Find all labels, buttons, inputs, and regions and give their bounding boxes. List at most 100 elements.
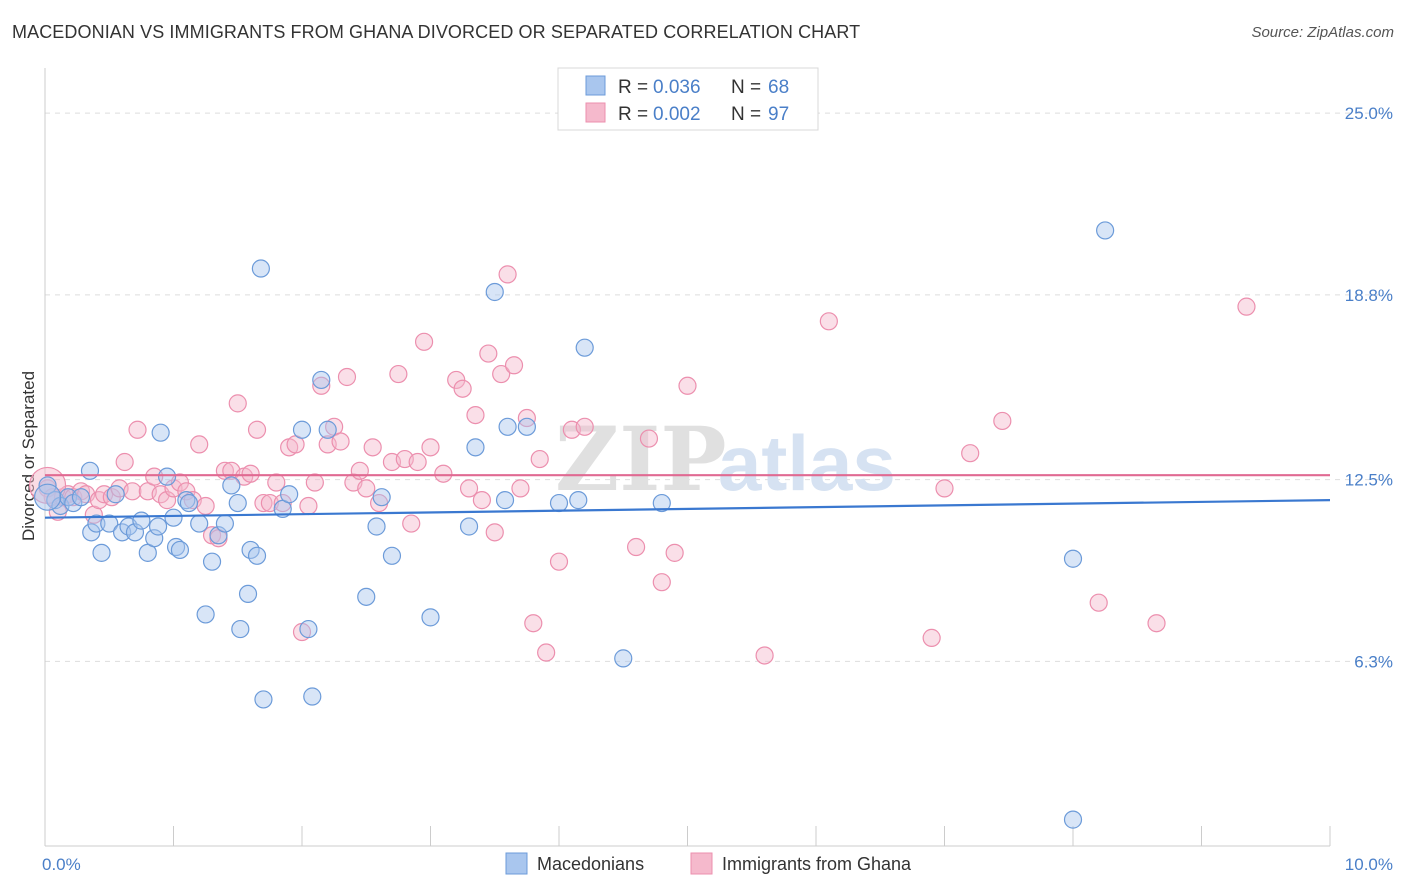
macedonians-point-44 <box>312 370 331 390</box>
ghana-point-64 <box>466 405 485 425</box>
macedonians-point-46 <box>357 587 376 606</box>
ghana-point-58 <box>414 332 434 351</box>
macedonians-point-36 <box>247 546 267 565</box>
ghana-point-62 <box>453 379 472 398</box>
macedonians-point-37 <box>251 259 270 278</box>
macedonians-point-41 <box>292 420 312 439</box>
chart-title: MACEDONIAN VS IMMIGRANTS FROM GHANA DIVO… <box>12 22 861 42</box>
y-tick-labels: 6.3% 12.5% 18.8% 25.0% <box>1345 104 1393 671</box>
ghana-point-79 <box>626 537 646 557</box>
ghana-point-14 <box>123 482 142 501</box>
ghana-point-59 <box>421 438 440 457</box>
legend-n-label-1: N = <box>731 77 761 98</box>
y-tick-label-0: 6.3% <box>1354 652 1393 671</box>
bottom-legend-label-macedonians: Macedonians <box>537 854 644 874</box>
macedonians-point-58 <box>569 491 588 510</box>
macedonians-point-54 <box>495 491 515 510</box>
legend: R = 0.036 N = 68 R = 0.002 N = 97 <box>557 67 819 131</box>
macedonians-point-34 <box>238 584 258 604</box>
legend-r-value-1: 0.036 <box>653 77 701 98</box>
macedonians-point-30 <box>215 514 234 533</box>
macedonians-point-10 <box>100 514 119 533</box>
macedonians-point-56 <box>517 417 536 436</box>
ghana-point-13 <box>115 452 134 472</box>
macedonians-point-31 <box>222 476 241 495</box>
macedonians-point-52 <box>466 438 485 457</box>
macedonians-point-24 <box>177 491 196 510</box>
x-tick-label-0: 0.0% <box>42 855 81 874</box>
macedonians-point-40 <box>280 485 299 504</box>
ghana-point-66 <box>479 344 498 363</box>
ghana-point-51 <box>363 438 382 457</box>
ghana-point-60 <box>434 464 453 483</box>
axes <box>44 68 1331 847</box>
ghana-point-80 <box>639 429 659 448</box>
macedonians-point-38 <box>254 690 273 709</box>
ghana-point-71 <box>511 479 530 498</box>
ghana-point-67 <box>485 523 504 542</box>
ghana-point-47 <box>337 367 357 387</box>
legend-r-label-2: R = <box>618 104 648 125</box>
ghana-point-73 <box>524 614 543 633</box>
ghana-point-15 <box>128 420 147 439</box>
macedonians-point-23 <box>170 540 190 560</box>
macedonians-point-62 <box>1063 549 1083 568</box>
ghana-point-25 <box>196 496 215 516</box>
macedonians-point-64 <box>1096 221 1115 240</box>
y-tick-label-3: 25.0% <box>1345 104 1393 123</box>
ghana-point-89 <box>993 411 1012 431</box>
ghana-point-90 <box>1089 593 1108 612</box>
series-macedonians-points <box>33 221 1115 829</box>
macedonians-point-26 <box>190 514 209 533</box>
ghana-point-36 <box>267 473 286 492</box>
x-tick-label-1: 10.0% <box>1345 855 1393 874</box>
legend-swatch-macedonians <box>585 75 606 96</box>
bottom-legend: Macedonians Immigrants from Ghana <box>505 852 912 875</box>
x-tick-labels: 0.0% 10.0% <box>42 855 1393 874</box>
bottom-legend-swatch-macedonians <box>505 852 528 875</box>
macedonians-point-7 <box>82 523 101 542</box>
ghana-point-69 <box>498 265 517 284</box>
macedonians-point-45 <box>318 420 337 439</box>
bottom-legend-label-ghana: Immigrants from Ghana <box>722 854 912 874</box>
ghana-point-65 <box>472 491 491 510</box>
ghana-point-91 <box>1147 614 1166 633</box>
ghana-point-74 <box>530 449 549 469</box>
watermark: ZIP atlas <box>555 407 896 511</box>
ghana-point-76 <box>549 552 569 571</box>
bottom-legend-swatch-ghana <box>690 852 713 875</box>
trend-lines <box>44 474 1331 519</box>
ghana-point-85 <box>819 312 838 331</box>
macedonians-point-6 <box>80 461 100 480</box>
ghana-point-63 <box>459 479 479 498</box>
macedonians-point-53 <box>485 282 504 302</box>
legend-swatch-ghana <box>585 102 606 123</box>
macedonians-point-29 <box>209 526 228 545</box>
y-tick-label-2: 18.8% <box>1345 286 1393 305</box>
macedonians-point-63 <box>1063 810 1083 829</box>
series-ghana-points <box>28 265 1256 665</box>
ghana-point-49 <box>350 461 369 480</box>
y-axis-label: Divorced or Separated <box>19 371 38 541</box>
ghana-point-33 <box>247 420 267 439</box>
ghana-point-83 <box>678 376 697 395</box>
ghana-point-84 <box>755 646 774 665</box>
ghana-point-54 <box>389 364 408 384</box>
ghana-point-56 <box>402 514 421 533</box>
ghana-point-81 <box>652 573 671 592</box>
watermark-atlas: atlas <box>718 419 896 507</box>
macedonians-point-27 <box>196 605 215 624</box>
ghana-point-75 <box>537 643 556 662</box>
legend-r-value-2: 0.002 <box>653 104 701 125</box>
macedonians-point-17 <box>145 529 164 548</box>
legend-n-value-2: 97 <box>768 104 789 125</box>
ghana-point-34 <box>254 493 273 513</box>
legend-r-label-1: R = <box>618 77 648 98</box>
ghana-point-46 <box>331 432 350 451</box>
macedonians-point-21 <box>164 508 183 527</box>
ghana-point-30 <box>228 394 247 413</box>
macedonians-point-32 <box>228 493 247 513</box>
macedonians-point-55 <box>498 417 517 436</box>
macedonians-point-60 <box>614 649 633 668</box>
